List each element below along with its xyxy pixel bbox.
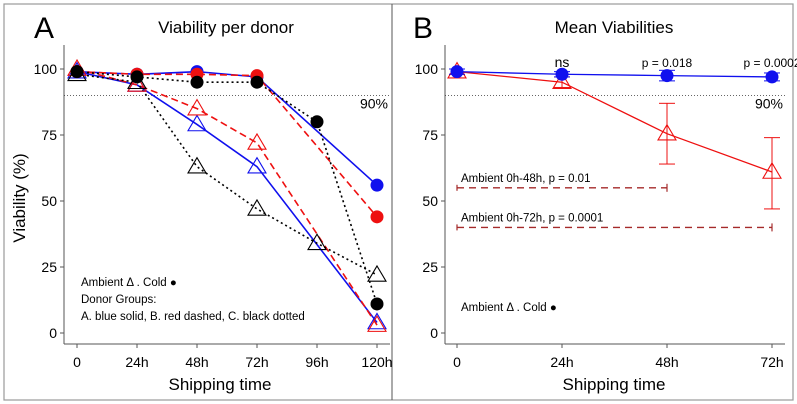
data-point-b-ambient: [367, 314, 387, 332]
significance-label: p = 0.0002: [743, 56, 797, 70]
bracket-label: Ambient 0h-72h, p = 0.0001: [461, 212, 603, 224]
data-point-b-cold: [370, 210, 384, 224]
y-tick-label-a: 75: [41, 127, 57, 143]
data-point-c-ambient: [247, 198, 267, 216]
series-line-a-ambient: [76, 70, 378, 323]
data-point-c-cold: [310, 115, 324, 129]
y-tick-label-b: 100: [415, 61, 439, 77]
x-tick-label-a: 24h: [125, 354, 148, 370]
data-point-ambient: [552, 72, 572, 90]
data-point-c-cold: [130, 70, 144, 84]
x-tick-label-a: 72h: [245, 354, 268, 370]
panel-letter-a: A: [34, 12, 54, 45]
data-point-a-cold: [370, 178, 384, 192]
series-line-cold: [456, 70, 773, 78]
y-tick-label-a: 100: [34, 61, 58, 77]
legend-text-a: Donor Groups:: [81, 294, 156, 306]
bracket-label: Ambient 0h-48h, p = 0.01: [461, 173, 590, 185]
data-point-cold: [450, 65, 464, 79]
y-tick-label-b: 25: [422, 259, 438, 275]
series-line-ambient: [456, 70, 773, 173]
x-tick-label-b: 48h: [655, 354, 678, 370]
series-line-b-ambient: [76, 68, 378, 326]
threshold-label-a: 90%: [360, 95, 388, 111]
data-point-c-ambient: [307, 233, 327, 251]
y-tick-label-b: 50: [422, 193, 438, 209]
y-tick-label-a: 25: [41, 259, 57, 275]
chart-title-a: Viability per donor: [158, 18, 294, 37]
data-point-b-ambient: [127, 74, 147, 92]
x-axis-label-a: Shipping time: [168, 375, 271, 394]
data-point-ambient: [657, 123, 677, 141]
data-point-a-ambient: [247, 156, 267, 174]
significance-label: ns: [555, 54, 570, 70]
significance-label: p = 0.018: [642, 56, 693, 70]
x-tick-label-a: 96h: [305, 354, 328, 370]
series-line-c-ambient: [76, 73, 378, 276]
legend-text-b: Ambient Δ . Cold ●: [461, 302, 557, 314]
x-tick-label-a: 120h: [361, 354, 392, 370]
x-tick-label-b: 24h: [550, 354, 573, 370]
data-point-c-cold: [250, 75, 264, 89]
y-tick-label-a: 0: [49, 325, 57, 341]
panel-a: A Viability per donor Shipping time Viab…: [10, 12, 393, 394]
y-tick-label-b: 75: [422, 127, 438, 143]
data-point-c-cold: [370, 297, 384, 311]
y-tick-label-b: 0: [430, 325, 438, 341]
data-point-b-ambient: [187, 98, 207, 116]
data-point-b-ambient: [247, 132, 267, 150]
data-point-a-ambient: [187, 114, 207, 132]
y-axis-label-a: Viability (%): [10, 153, 29, 242]
chart-title-b: Mean Viabilities: [555, 18, 674, 37]
panel-b: B Mean Viabilities Shipping time 0 25 50 75…: [413, 12, 797, 394]
data-point-c-cold: [70, 65, 84, 79]
data-point-ambient: [762, 161, 782, 179]
x-tick-label-a: 0: [73, 354, 81, 370]
data-point-c-cold: [190, 75, 204, 89]
x-tick-label-b: 72h: [760, 354, 783, 370]
data-point-a-ambient: [367, 312, 387, 330]
data-point-cold: [660, 69, 674, 83]
data-point-cold: [555, 67, 569, 81]
x-axis-label-b: Shipping time: [562, 375, 665, 394]
legend-text-a: A. blue solid, B. red dashed, C. black d…: [81, 311, 305, 323]
data-point-c-ambient: [187, 156, 207, 174]
panel-letter-b: B: [413, 12, 433, 45]
x-tick-label-a: 48h: [185, 354, 208, 370]
legend-text-a: Ambient Δ . Cold ●: [81, 277, 177, 289]
y-tick-label-a: 50: [41, 193, 57, 209]
threshold-label-b: 90%: [755, 95, 783, 111]
x-tick-label-b: 0: [453, 354, 461, 370]
data-point-c-ambient: [367, 264, 387, 282]
data-point-cold: [765, 70, 779, 84]
series-line-c-cold: [76, 70, 378, 305]
